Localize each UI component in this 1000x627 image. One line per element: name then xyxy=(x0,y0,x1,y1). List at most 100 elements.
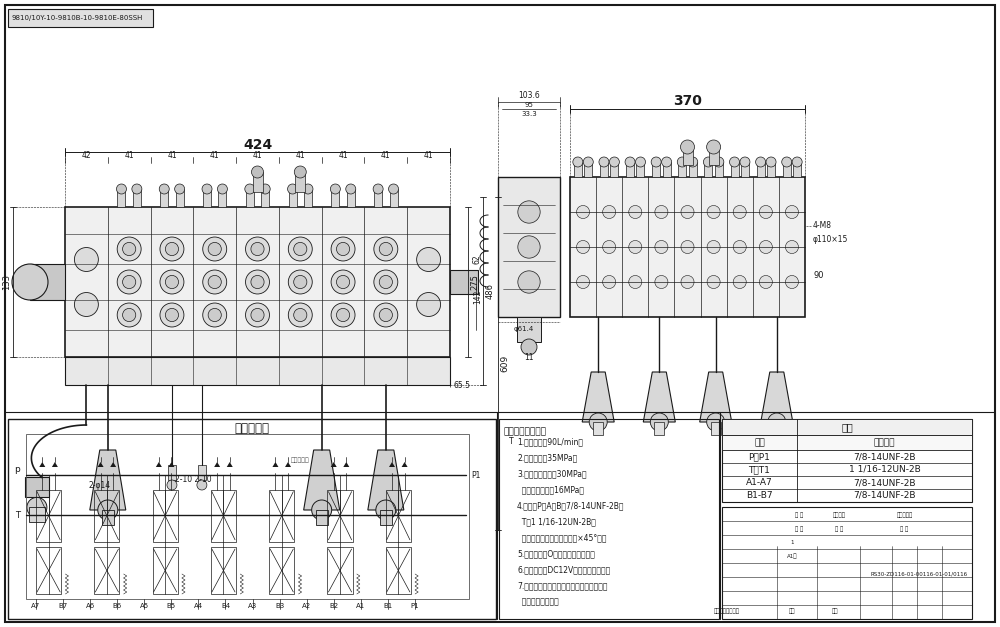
Bar xyxy=(584,162,592,177)
Text: P1: P1 xyxy=(471,470,480,480)
Circle shape xyxy=(379,308,392,322)
Circle shape xyxy=(677,157,687,167)
Circle shape xyxy=(766,157,776,167)
Bar xyxy=(347,189,355,207)
Text: RS30-ZD116-01-00116-01-01/0116: RS30-ZD116-01-00116-01-01/0116 xyxy=(871,571,968,576)
Bar xyxy=(722,507,972,619)
Circle shape xyxy=(330,184,340,194)
Circle shape xyxy=(197,480,207,490)
Bar xyxy=(94,547,119,594)
Circle shape xyxy=(417,293,441,317)
Circle shape xyxy=(336,308,350,322)
Bar xyxy=(211,490,236,542)
Bar xyxy=(570,177,805,317)
Text: 均为平面密封，螺纹孔口偈×45°角；: 均为平面密封，螺纹孔口偈×45°角； xyxy=(517,533,606,542)
Circle shape xyxy=(123,308,136,322)
Circle shape xyxy=(160,303,184,327)
Bar xyxy=(682,147,692,165)
Text: T口1 1/16-12UN-2B；: T口1 1/16-12UN-2B； xyxy=(517,517,596,526)
Circle shape xyxy=(625,157,635,167)
Circle shape xyxy=(331,270,355,294)
Text: T、T1: T、T1 xyxy=(749,465,770,474)
Circle shape xyxy=(260,184,270,194)
Text: A7: A7 xyxy=(31,603,41,609)
Polygon shape xyxy=(52,462,58,467)
Text: 2-10 2-10: 2-10 2-10 xyxy=(175,475,212,485)
Circle shape xyxy=(294,166,306,178)
Text: P1: P1 xyxy=(411,603,419,609)
Bar xyxy=(600,162,608,177)
Bar xyxy=(289,189,297,207)
Bar xyxy=(269,547,294,594)
Circle shape xyxy=(759,241,772,253)
Bar xyxy=(30,264,65,300)
Circle shape xyxy=(389,184,399,194)
Text: 3.安全阀调定压力30MPa；: 3.安全阀调定压力30MPa； xyxy=(517,469,587,478)
Text: 370: 370 xyxy=(673,94,702,108)
Text: 液压原理图: 液压原理图 xyxy=(234,423,270,436)
Bar xyxy=(153,490,178,542)
Circle shape xyxy=(518,236,540,258)
Text: 41: 41 xyxy=(381,150,391,159)
Polygon shape xyxy=(285,462,291,467)
Circle shape xyxy=(785,275,798,288)
Text: 41: 41 xyxy=(167,150,177,159)
Circle shape xyxy=(577,241,590,253)
Circle shape xyxy=(636,157,645,167)
Circle shape xyxy=(374,270,398,294)
Circle shape xyxy=(165,275,179,288)
Text: 424: 424 xyxy=(243,138,272,152)
Polygon shape xyxy=(761,372,793,422)
Circle shape xyxy=(175,184,185,194)
Text: 65.5: 65.5 xyxy=(454,381,471,389)
Bar xyxy=(757,162,765,177)
Text: 标记: 标记 xyxy=(831,608,838,614)
Text: 5.控制方式：O型回杆，弹簧复位；: 5.控制方式：O型回杆，弹簧复位； xyxy=(517,549,595,558)
Circle shape xyxy=(159,184,169,194)
Polygon shape xyxy=(156,462,162,467)
Bar xyxy=(117,189,125,207)
Circle shape xyxy=(629,275,642,288)
Text: 7/8-14UNF-2B: 7/8-14UNF-2B xyxy=(853,478,916,487)
Text: 更改文件号: 更改文件号 xyxy=(896,512,913,518)
Circle shape xyxy=(707,140,721,154)
Text: 41: 41 xyxy=(253,150,262,159)
Circle shape xyxy=(733,275,746,288)
Text: 33.3: 33.3 xyxy=(521,111,537,117)
Circle shape xyxy=(245,184,255,194)
Text: 41: 41 xyxy=(338,150,348,159)
Text: B1-B7: B1-B7 xyxy=(746,491,773,500)
Circle shape xyxy=(246,237,269,261)
Text: T: T xyxy=(509,437,514,446)
Circle shape xyxy=(599,157,609,167)
Bar xyxy=(331,189,339,207)
Circle shape xyxy=(417,248,441,271)
Circle shape xyxy=(208,243,221,256)
Text: 7.阀体表面硕化处理，安全阀及嵌入镑镇，: 7.阀体表面硕化处理，安全阀及嵌入镑镇， xyxy=(517,581,608,590)
Bar xyxy=(499,419,719,619)
Bar xyxy=(626,162,634,177)
Text: 1: 1 xyxy=(790,539,794,544)
Polygon shape xyxy=(90,450,126,510)
Bar xyxy=(636,162,644,177)
Circle shape xyxy=(651,157,661,167)
Bar xyxy=(386,490,411,542)
Circle shape xyxy=(160,270,184,294)
Text: 41: 41 xyxy=(424,150,433,159)
Bar xyxy=(709,147,719,165)
Text: P、P1: P、P1 xyxy=(749,452,770,461)
Text: A6: A6 xyxy=(86,603,95,609)
Circle shape xyxy=(655,275,668,288)
Bar xyxy=(295,172,305,192)
Bar xyxy=(741,162,749,177)
Bar xyxy=(316,510,328,525)
Bar xyxy=(663,162,671,177)
Circle shape xyxy=(589,413,607,431)
Circle shape xyxy=(603,206,616,219)
Text: 7/8-14UNF-2B: 7/8-14UNF-2B xyxy=(853,452,916,461)
Text: 标记数量: 标记数量 xyxy=(833,512,846,518)
Circle shape xyxy=(733,206,746,219)
Bar xyxy=(380,510,392,525)
Circle shape xyxy=(288,237,312,261)
Circle shape xyxy=(681,275,694,288)
